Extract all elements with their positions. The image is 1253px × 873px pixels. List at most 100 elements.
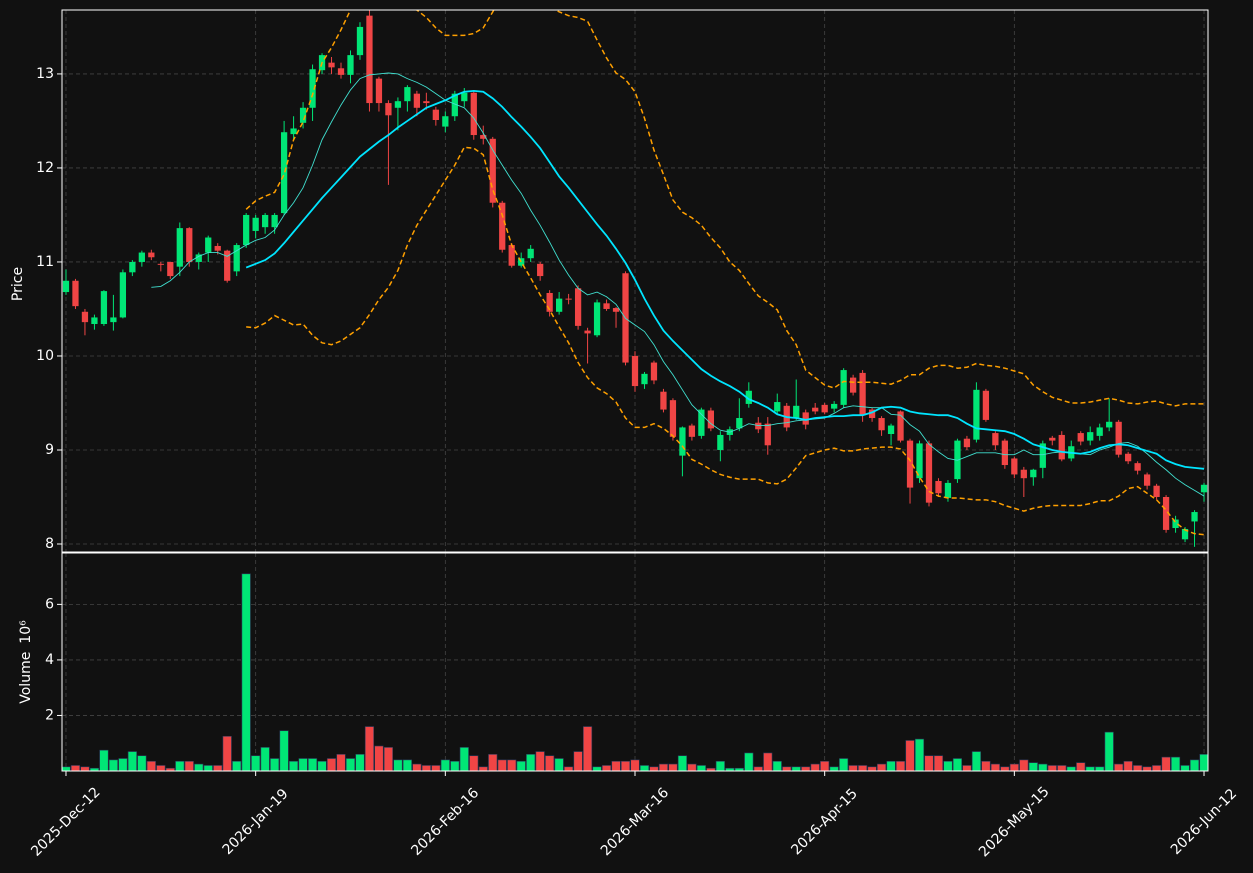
candle-body [148,252,155,258]
candle-body [205,237,212,253]
candle-body [489,138,496,203]
candle-body [176,228,183,267]
candle-body [574,288,582,326]
candle-body [973,389,980,440]
volume-bar [981,760,991,771]
candle-body [461,92,468,102]
volume-bar [564,766,574,771]
volume-bar [326,758,337,771]
volume-bar [374,745,384,771]
candle-body [992,433,999,446]
candle-body [1134,463,1141,471]
volume-bar [1123,760,1133,771]
candle-body [935,481,942,494]
candle-body [584,330,591,334]
volume-bar [990,763,1000,771]
candle-body [432,109,439,120]
volume-bar [80,766,90,771]
candle-body [669,400,677,437]
volume-bar [601,765,612,771]
volume-bar [1104,731,1114,771]
volume-bar [1189,759,1200,771]
candle-body [129,261,136,273]
candle-body [1077,433,1084,442]
candle-body [906,440,914,488]
volume-bar [1170,756,1181,771]
candle-body [717,434,724,450]
volume-bar [971,751,981,771]
volume-tick-label: 4 [45,652,54,668]
candle-body [812,407,819,412]
volume-bar [497,759,507,771]
candle-body [72,280,79,307]
candle-body [774,402,781,412]
candle-body [110,317,117,323]
candle-body [944,482,952,498]
volume-bar [222,735,232,771]
candle-body [499,202,506,250]
candle-body [688,425,696,437]
candle-body [821,404,828,413]
volume-bar [1009,763,1019,771]
volume-bar [108,759,118,771]
candle-body [1106,421,1113,428]
candle-body [1181,528,1189,540]
candle-body [299,107,307,123]
volume-bar [127,751,137,771]
volume-frame [61,552,1209,772]
volume-bar [1180,765,1190,771]
candle-body [612,308,620,312]
volume-bar [1095,766,1105,771]
candle-body [91,317,98,325]
volume-bar [848,765,858,771]
volume-bar [1085,766,1095,771]
volume-bar [1114,763,1124,771]
y-tick-label: 11 [36,254,54,270]
candle-body [859,372,866,416]
candle-body [1172,519,1179,529]
volume-bar [677,755,687,771]
candle-body [764,423,771,446]
volume-panel [62,573,1208,771]
candle-body [593,302,601,336]
candle-body [745,390,752,404]
volume-bar [791,766,801,771]
volume-bar [820,760,830,771]
candle-body [897,411,904,441]
candle-body [157,263,164,265]
price-frame [61,9,1209,553]
candle-body [195,254,202,262]
candle-body [375,78,383,104]
overlay-line [151,72,1205,497]
candle-body [660,391,667,410]
volume-bar [782,766,792,771]
volume-bar [877,763,887,771]
candle-body [537,263,544,277]
volume-bar [478,766,488,771]
volume-bar [592,766,602,771]
candle-body [243,214,250,246]
candle-body [755,422,762,430]
volume-bar [412,763,422,771]
candle-body [119,272,127,318]
volume-bar [639,765,650,771]
volume-bar [526,754,536,771]
volume-bar [573,751,583,771]
volume-bar [914,738,925,771]
volume-bar [630,759,640,771]
candle-body [518,258,525,266]
candle-body [793,405,800,419]
volume-bar [1038,763,1048,771]
candle-body [356,26,364,56]
volume-bar [620,760,631,771]
volume-bar [137,755,147,771]
volume-bar [611,760,621,771]
price-panel [62,10,1208,547]
candle-body [224,250,231,281]
volume-axis-label: Volume 10⁶ [18,620,34,704]
candle-body [470,92,477,136]
candle-body [1049,437,1056,441]
volume-bar [810,763,820,771]
candle-body [916,443,923,479]
volume-bar [364,726,375,771]
